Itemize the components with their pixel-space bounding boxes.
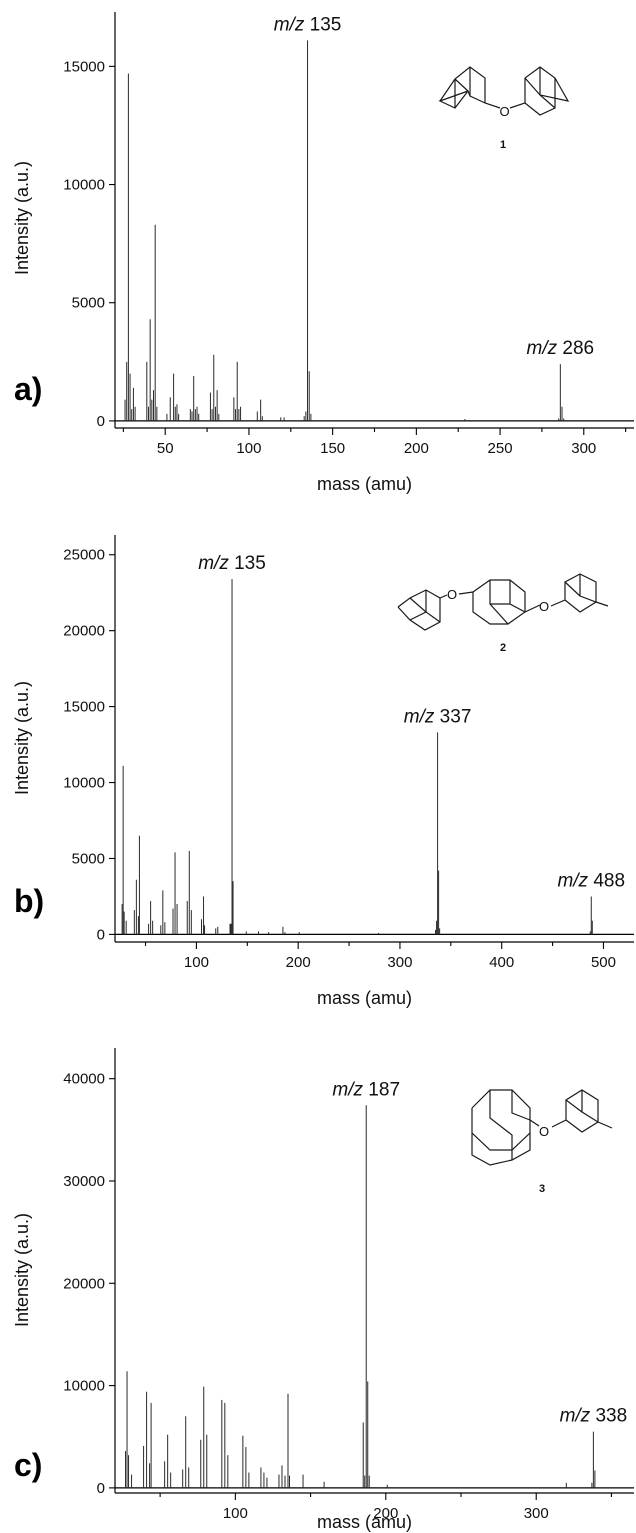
oxygen-atom-label-left: O bbox=[447, 587, 457, 602]
spectrum-panel-a: 0 5000 10000 15000 50 100 150 200 250 300 mass (am… bbox=[12, 12, 634, 494]
compound-number: 1 bbox=[500, 139, 506, 151]
compound-number: 2 bbox=[500, 642, 506, 654]
oxygen-atom-label: O bbox=[539, 1124, 549, 1139]
panel-label-c: c) bbox=[14, 1447, 42, 1483]
adamantane-cage-left bbox=[440, 67, 500, 108]
molecule-structure-2: O O 2 bbox=[398, 574, 608, 654]
x-tick-label: 300 bbox=[524, 1505, 549, 1522]
y-axis-title: Intensity (a.u.) bbox=[12, 681, 32, 795]
y-tick-label: 5000 bbox=[72, 850, 105, 867]
x-tick-label: 100 bbox=[223, 1505, 248, 1522]
peak-annotation: m/z 488 bbox=[557, 870, 625, 891]
y-tick-label: 30000 bbox=[63, 1173, 105, 1190]
peak-annotation: m/z 135 bbox=[198, 553, 266, 574]
y-axis-title: Intensity (a.u.) bbox=[12, 1213, 32, 1327]
x-tick-label: 150 bbox=[320, 440, 345, 457]
x-axis-title: mass (amu) bbox=[317, 1512, 412, 1532]
adamantane-cage-right bbox=[510, 67, 568, 115]
x-tick-label: 100 bbox=[236, 440, 261, 457]
panel-label-a: a) bbox=[14, 371, 42, 407]
y-tick-label: 10000 bbox=[63, 775, 105, 792]
peak-annotation: m/z 135 bbox=[274, 14, 342, 35]
x-tick-label: 100 bbox=[184, 954, 209, 971]
y-tick-label: 10000 bbox=[63, 1378, 105, 1395]
peak-annotation: m/z 337 bbox=[404, 706, 472, 727]
y-tick-label: 5000 bbox=[72, 295, 105, 312]
oxygen-atom-label-right: O bbox=[539, 599, 549, 614]
y-axis-title: Intensity (a.u.) bbox=[12, 161, 32, 275]
y-tick-label: 0 bbox=[97, 1480, 105, 1497]
y-tick-label: 15000 bbox=[63, 699, 105, 716]
diamantane-cage-left bbox=[472, 1090, 539, 1165]
panel-label-b: b) bbox=[14, 883, 44, 919]
peak-annotation: m/z 338 bbox=[560, 1406, 628, 1427]
y-tick-label: 0 bbox=[97, 413, 105, 430]
adamantane-cage-left bbox=[398, 590, 447, 630]
compound-number: 3 bbox=[539, 1183, 545, 1195]
diamantane-cage-center bbox=[459, 580, 540, 624]
peak-annotation: m/z 187 bbox=[332, 1079, 400, 1100]
adamantane-cage-right bbox=[552, 1090, 612, 1132]
x-axis-title: mass (amu) bbox=[317, 474, 412, 494]
y-tick-label: 20000 bbox=[63, 623, 105, 640]
adamantane-cage-right bbox=[551, 574, 608, 612]
x-axis-title: mass (amu) bbox=[317, 988, 412, 1008]
x-tick-label: 400 bbox=[489, 954, 514, 971]
x-tick-label: 250 bbox=[488, 440, 513, 457]
y-tick-label: 0 bbox=[97, 926, 105, 943]
x-tick-label: 200 bbox=[286, 954, 311, 971]
y-tick-label: 40000 bbox=[63, 1071, 105, 1088]
x-tick-label: 200 bbox=[404, 440, 429, 457]
peak-annotation: m/z 286 bbox=[527, 338, 595, 359]
x-tick-label: 500 bbox=[591, 954, 616, 971]
y-tick-label: 20000 bbox=[63, 1275, 105, 1292]
y-tick-label: 15000 bbox=[63, 58, 105, 75]
y-tick-label: 25000 bbox=[63, 547, 105, 564]
oxygen-atom-label: O bbox=[500, 104, 510, 119]
x-tick-label: 50 bbox=[157, 440, 174, 457]
y-tick-label: 10000 bbox=[63, 177, 105, 194]
molecule-structure-3: O 3 bbox=[472, 1090, 612, 1195]
molecule-structure-1: O 1 bbox=[440, 67, 568, 151]
x-tick-label: 300 bbox=[571, 440, 596, 457]
x-tick-label: 300 bbox=[387, 954, 412, 971]
